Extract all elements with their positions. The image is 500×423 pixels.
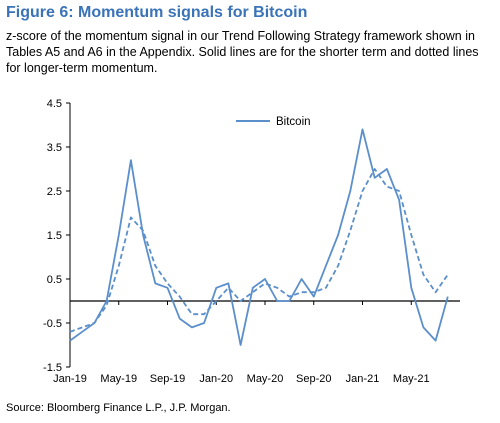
series-line-longer-term <box>69 168 449 333</box>
y-tick-label: 3.5 <box>47 142 62 154</box>
x-axis: Jan-19 May-19 Sep-19 Jan-20 May-20 Sep-20 Jan-… <box>53 300 460 385</box>
x-tick-label: Sep-19 <box>150 373 185 385</box>
y-axis: 4.5 3.5 2.5 1.5 0.5 -0.5 -1.5 <box>43 98 71 374</box>
y-tick-label: -0.5 <box>43 318 62 330</box>
series-line-bitcoin <box>69 128 449 346</box>
x-tick-label: May-21 <box>393 373 430 385</box>
y-tick-label: 1.5 <box>47 230 62 242</box>
x-tick-label: Jan-20 <box>199 373 233 385</box>
y-tick-label: 0.5 <box>47 274 62 286</box>
legend-label: Bitcoin <box>276 116 311 128</box>
y-tick-label: 2.5 <box>47 186 62 198</box>
x-tick-label: Jan-19 <box>53 373 87 385</box>
y-tick-label: -1.5 <box>43 362 62 374</box>
x-tick-label: May-19 <box>100 373 137 385</box>
y-tick-label: 4.5 <box>47 98 62 110</box>
source-note: Source: Bloomberg Finance L.P., J.P. Mor… <box>6 402 231 414</box>
x-tick-label: Sep-20 <box>296 373 331 385</box>
x-tick-label: May-20 <box>247 373 284 385</box>
legend: Bitcoin <box>236 116 311 128</box>
x-tick-label: Jan-21 <box>346 373 380 385</box>
series-layer <box>69 128 449 346</box>
chart-title: Figure 6: Momentum signals for Bitcoin <box>6 4 308 21</box>
chart-subtitle: z-score of the momentum signal in our Tr… <box>6 29 479 75</box>
